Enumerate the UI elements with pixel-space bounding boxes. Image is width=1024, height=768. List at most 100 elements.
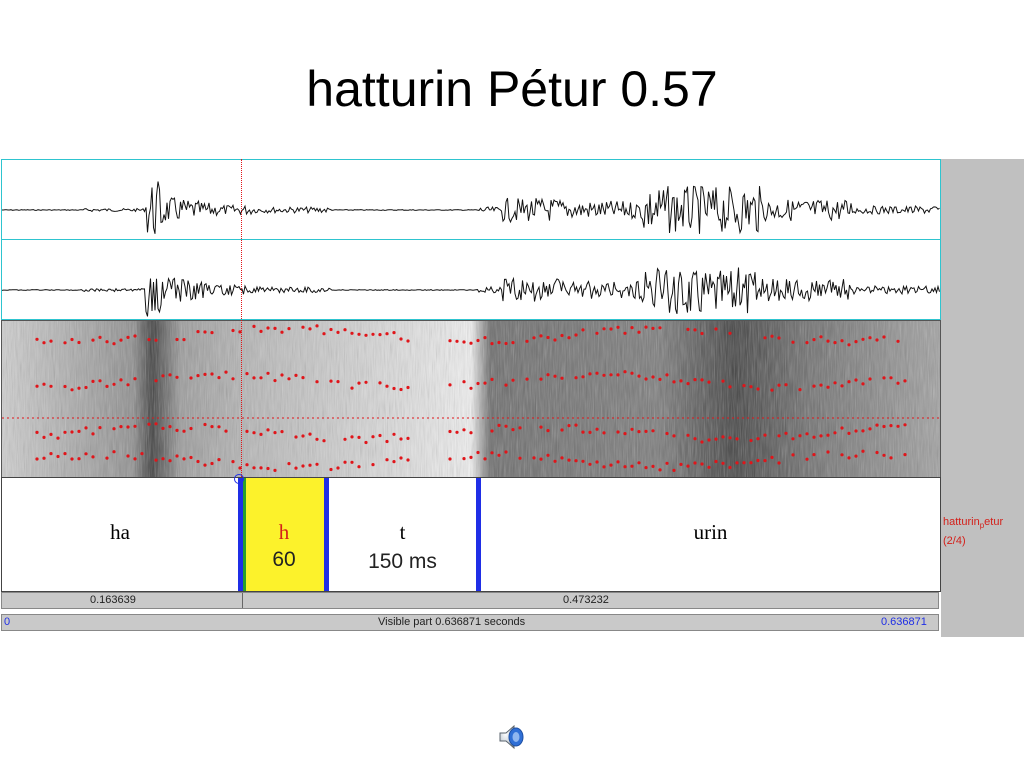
- formant-dot: [665, 461, 669, 465]
- formant-dot: [749, 385, 753, 389]
- formant-dot: [609, 373, 613, 377]
- formant-dot: [357, 381, 361, 385]
- formant-dot: [315, 437, 319, 441]
- formant-dot: [280, 430, 284, 434]
- formant-dot: [315, 324, 319, 328]
- formant-dot: [651, 429, 655, 433]
- formant-dot: [637, 430, 641, 434]
- formant-dot: [889, 376, 893, 380]
- interval-boundary[interactable]: [238, 478, 243, 591]
- formant-dot: [287, 377, 291, 381]
- formant-dot: [700, 462, 704, 466]
- segment-right-duration[interactable]: 0.473232: [563, 594, 609, 606]
- formant-dot: [518, 456, 522, 460]
- formant-dot: [217, 458, 221, 462]
- interval-label-t[interactable]: t: [399, 520, 406, 544]
- formant-dot: [588, 462, 592, 466]
- formant-dot: [595, 427, 599, 431]
- formant-dot: [189, 455, 193, 460]
- formant-dot: [175, 337, 179, 342]
- formant-dot: [322, 439, 326, 443]
- formant-dot: [70, 337, 74, 342]
- interval-label-h[interactable]: h: [278, 520, 290, 544]
- formant-dot: [812, 338, 816, 342]
- formant-dot: [231, 377, 235, 381]
- formant-dot: [259, 329, 263, 333]
- formant-dot: [42, 456, 46, 460]
- formant-dot: [35, 337, 39, 341]
- formant-dot: [343, 437, 347, 441]
- formant-dot: [798, 434, 802, 438]
- formant-dot: [84, 426, 88, 430]
- waveform-plot-2: [2, 267, 940, 317]
- formant-dot: [903, 453, 907, 457]
- formant-dot: [511, 428, 515, 432]
- interval-boundary[interactable]: [476, 478, 481, 591]
- formant-dot: [896, 381, 900, 385]
- segment-duration-bar[interactable]: 0.163639 0.473232: [1, 592, 939, 609]
- formant-dot: [861, 449, 865, 453]
- formant-dot: [840, 426, 844, 430]
- formant-dot: [714, 459, 718, 464]
- formant-dot: [196, 374, 200, 378]
- formant-dot: [385, 458, 389, 462]
- formant-dot: [714, 437, 718, 441]
- formant-dot: [672, 468, 676, 472]
- formant-dot: [504, 424, 508, 428]
- tier-name[interactable]: hatturinpetur (2/4): [943, 514, 1003, 550]
- time-cursor[interactable]: [241, 159, 242, 477]
- formant-dot: [616, 430, 620, 434]
- formant-dot: [217, 376, 221, 380]
- waveform-channel-1[interactable]: [1, 159, 941, 240]
- interval-label-ha[interactable]: ha: [110, 520, 130, 544]
- formant-dot: [343, 460, 347, 464]
- waveform-channel-2[interactable]: [1, 239, 941, 320]
- formant-dot: [469, 455, 473, 459]
- formant-dot: [644, 466, 648, 470]
- formant-dot: [189, 426, 193, 431]
- interval-boundary[interactable]: [324, 478, 329, 591]
- formant-dot: [574, 333, 578, 337]
- formant-dot: [854, 454, 858, 458]
- formant-dot: [49, 339, 53, 343]
- formant-dot: [406, 436, 410, 440]
- formant-dot: [623, 465, 627, 469]
- speaker-icon[interactable]: [497, 721, 529, 753]
- textgrid-tier[interactable]: ha h 60 t 150 ms urin: [1, 477, 941, 592]
- interval-label-urin[interactable]: urin: [693, 520, 728, 544]
- spectrogram[interactable]: [1, 320, 941, 479]
- formant-dot: [308, 327, 312, 331]
- formant-dot: [371, 332, 375, 336]
- formant-dot: [266, 371, 270, 375]
- formant-dot: [273, 379, 277, 383]
- formant-dot: [763, 336, 767, 340]
- formant-dot: [70, 457, 74, 461]
- formant-dot: [511, 341, 515, 345]
- formant-dot: [546, 373, 550, 377]
- formant-dot: [399, 456, 403, 460]
- formant-dot: [868, 377, 872, 381]
- slide-title: hatturin Pétur 0.57: [306, 61, 718, 117]
- waveform-plot-1: [2, 181, 940, 235]
- formant-dot: [399, 387, 403, 392]
- formant-dot: [567, 336, 571, 340]
- formant-dot: [483, 381, 487, 385]
- visible-part-bar[interactable]: 0 Visible part 0.636871 seconds 0.636871: [1, 614, 939, 631]
- formant-dot: [175, 375, 179, 379]
- visible-part-label[interactable]: Visible part 0.636871 seconds: [378, 616, 526, 628]
- formant-dot: [357, 465, 361, 469]
- formant-dot: [497, 453, 501, 457]
- formant-dot: [49, 432, 53, 436]
- formant-dot: [392, 331, 396, 335]
- formant-dot: [371, 435, 375, 439]
- formant-dot: [721, 461, 725, 465]
- formant-dot: [112, 450, 116, 454]
- formant-dot: [840, 453, 844, 457]
- formant-dot: [518, 426, 522, 430]
- formant-dot: [182, 457, 186, 461]
- formant-dot: [154, 379, 158, 383]
- segment-left-duration[interactable]: 0.163639: [90, 594, 136, 606]
- formant-dot: [126, 425, 130, 429]
- formant-dot: [882, 335, 886, 339]
- boundary-handle-icon[interactable]: [234, 474, 244, 484]
